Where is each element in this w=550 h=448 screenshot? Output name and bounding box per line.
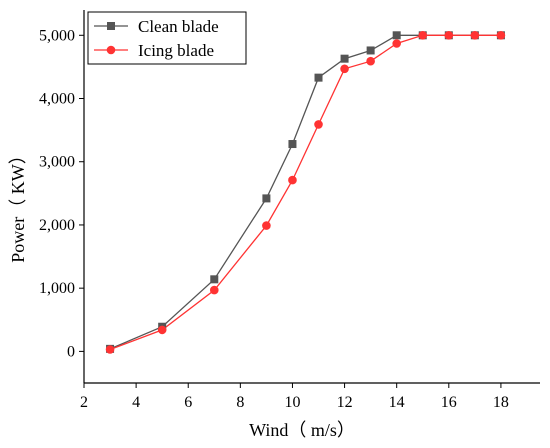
x-tick-label: 10	[284, 394, 300, 411]
data-point-icing	[157, 325, 167, 335]
legend-box	[87, 11, 247, 65]
series	[105, 30, 506, 354]
legend: Clean blade Icing blade	[87, 11, 247, 65]
data-point-icing	[496, 30, 506, 40]
y-tick-label: 2,000	[39, 217, 75, 234]
data-point-clean	[210, 275, 219, 284]
data-point-icing	[392, 39, 401, 48]
x-tick-label: 14	[389, 394, 405, 411]
data-point-clean	[288, 140, 297, 149]
x-tick-label: 8	[236, 394, 244, 411]
series-line-clean	[109, 34, 501, 350]
y-tick-label: 4,000	[39, 91, 75, 108]
y-tick-label: 1,000	[39, 280, 75, 297]
data-point-icing	[366, 56, 375, 66]
y-axis-title: Power（ KW）	[8, 146, 28, 262]
x-tick-label: 18	[493, 394, 509, 411]
y-tick-label: 3,000	[39, 154, 75, 171]
data-point-clean	[366, 46, 375, 55]
legend-marker-icing	[106, 45, 116, 55]
data-point-icing	[209, 285, 219, 295]
data-point-icing	[314, 120, 323, 129]
y-tick-label: 5,000	[39, 27, 75, 44]
data-point-clean	[314, 73, 323, 82]
x-axis-title: Wind（ m/s）	[249, 420, 355, 440]
data-point-icing	[262, 221, 271, 230]
data-point-clean	[340, 54, 349, 63]
x-tick-label: 16	[441, 394, 457, 411]
axes	[83, 10, 540, 384]
legend-marker-clean	[107, 22, 115, 30]
x-tick-label: 4	[132, 394, 140, 411]
legend-label-clean: Clean blade	[138, 17, 219, 36]
data-point-icing	[418, 30, 428, 40]
y-tick-label: 0	[67, 343, 75, 360]
data-point-icing	[470, 30, 480, 40]
data-point-clean	[262, 194, 271, 203]
data-point-icing	[105, 345, 115, 354]
x-tick-label: 2	[80, 394, 88, 411]
data-point-icing	[288, 175, 297, 185]
legend-label-icing: Icing blade	[138, 41, 214, 60]
data-point-icing	[340, 64, 349, 74]
data-point-icing	[444, 30, 454, 40]
series-line-icing	[109, 34, 501, 351]
x-tick-label: 12	[337, 394, 353, 411]
x-tick-label: 6	[184, 394, 192, 411]
ticks: 2 4 6 8 10 12 14 16 18 0 1,000 2,000 3,000 4,000 5,000	[39, 27, 509, 411]
data-point-clean	[392, 31, 401, 40]
